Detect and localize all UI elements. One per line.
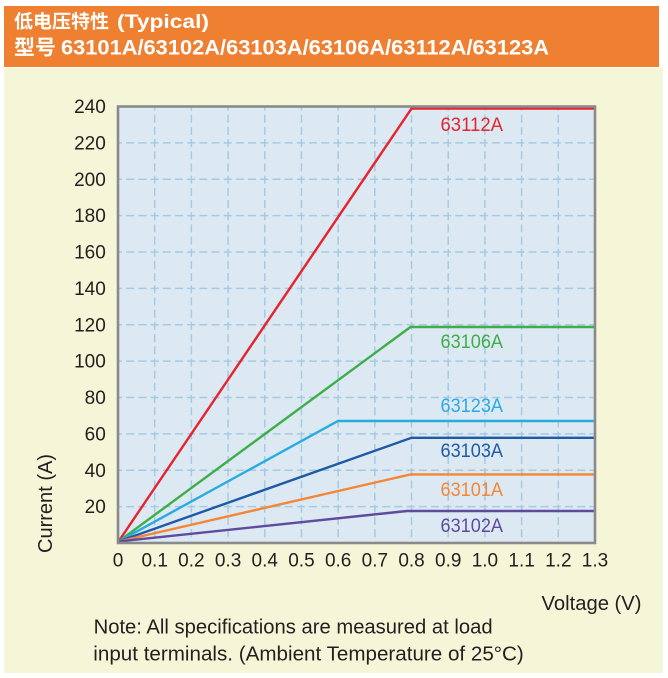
svg-text:120: 120 [74, 315, 106, 336]
svg-text:63112A: 63112A [441, 114, 504, 136]
svg-text:0.4: 0.4 [252, 551, 279, 572]
svg-text:input terminals. (Ambient Temp: input terminals. (Ambient Temperature of… [93, 643, 524, 666]
svg-text:0.3: 0.3 [215, 551, 241, 572]
svg-text:0.2: 0.2 [178, 551, 204, 572]
svg-text:220: 220 [74, 133, 106, 154]
svg-text:40: 40 [85, 461, 106, 482]
svg-text:0.5: 0.5 [288, 551, 314, 572]
svg-text:63123A: 63123A [441, 395, 504, 417]
svg-text:60: 60 [85, 424, 106, 445]
svg-text:1.2: 1.2 [545, 551, 571, 572]
svg-text:0.9: 0.9 [435, 551, 461, 572]
svg-text:Voltage (V): Voltage (V) [542, 593, 642, 615]
svg-text:(Typical): (Typical) [117, 11, 209, 33]
svg-text:240: 240 [74, 97, 106, 118]
svg-text:0.8: 0.8 [398, 551, 424, 572]
svg-text:1.3: 1.3 [582, 551, 608, 572]
svg-text:20: 20 [85, 497, 106, 518]
svg-text:0.7: 0.7 [362, 551, 388, 572]
svg-text:Note: All specifications are m: Note: All specifications are measured at… [94, 616, 493, 639]
svg-text:80: 80 [85, 388, 106, 409]
svg-text:63103A: 63103A [441, 440, 504, 462]
svg-text:63101A/63102A/63103A/63106A/63: 63101A/63102A/63103A/63106A/63112A/63123… [61, 37, 549, 60]
svg-text:140: 140 [74, 279, 106, 300]
svg-text:1.0: 1.0 [472, 551, 498, 572]
svg-text:200: 200 [74, 170, 106, 191]
svg-text:0.6: 0.6 [325, 551, 351, 572]
svg-text:100: 100 [74, 352, 106, 373]
svg-text:0: 0 [113, 551, 124, 572]
svg-text:160: 160 [74, 243, 106, 264]
svg-text:1.1: 1.1 [508, 551, 534, 572]
svg-text:180: 180 [74, 206, 106, 227]
svg-text:63106A: 63106A [441, 331, 504, 353]
svg-text:63102A: 63102A [441, 515, 504, 537]
svg-text:Current (A): Current (A) [35, 454, 57, 553]
svg-text:0.1: 0.1 [141, 551, 167, 572]
svg-text:63101A: 63101A [441, 479, 504, 501]
